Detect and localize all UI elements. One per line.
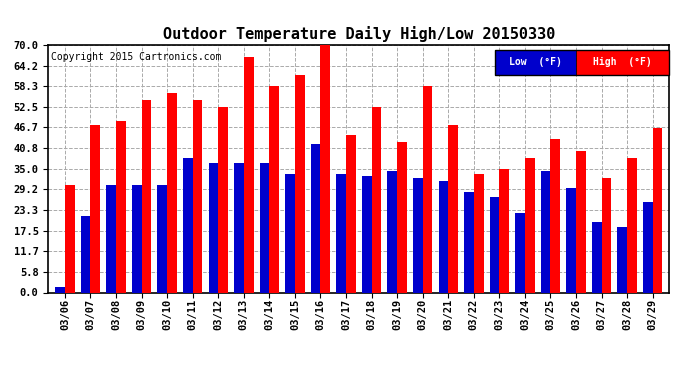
- Bar: [362, 176, 372, 292]
- Bar: [627, 158, 637, 292]
- Bar: [285, 174, 295, 292]
- Bar: [474, 174, 484, 292]
- Bar: [397, 142, 407, 292]
- Bar: [643, 202, 653, 292]
- Text: Copyright 2015 Cartronics.com: Copyright 2015 Cartronics.com: [51, 53, 221, 62]
- Bar: [448, 124, 458, 292]
- Bar: [116, 121, 126, 292]
- Bar: [551, 139, 560, 292]
- Bar: [295, 75, 304, 292]
- FancyBboxPatch shape: [495, 50, 576, 75]
- Bar: [167, 93, 177, 292]
- Bar: [618, 227, 627, 292]
- Bar: [193, 100, 202, 292]
- Bar: [81, 216, 90, 292]
- FancyBboxPatch shape: [576, 50, 669, 75]
- Bar: [372, 107, 382, 292]
- Bar: [141, 100, 151, 292]
- Bar: [423, 86, 433, 292]
- Bar: [566, 188, 576, 292]
- Bar: [259, 164, 269, 292]
- Bar: [515, 213, 525, 292]
- Bar: [541, 171, 551, 292]
- Bar: [387, 171, 397, 292]
- Bar: [525, 158, 535, 292]
- Title: Outdoor Temperature Daily High/Low 20150330: Outdoor Temperature Daily High/Low 20150…: [163, 27, 555, 42]
- Bar: [500, 169, 509, 292]
- Bar: [653, 128, 662, 292]
- Bar: [157, 184, 167, 292]
- Bar: [439, 181, 449, 292]
- Bar: [269, 86, 279, 292]
- Bar: [244, 57, 253, 292]
- Bar: [65, 184, 75, 292]
- Bar: [218, 107, 228, 292]
- Bar: [132, 184, 141, 292]
- Bar: [576, 151, 586, 292]
- Bar: [90, 124, 100, 292]
- Bar: [234, 164, 244, 292]
- Bar: [320, 43, 331, 292]
- Bar: [208, 164, 218, 292]
- Bar: [413, 178, 423, 292]
- Text: Low  (°F): Low (°F): [509, 57, 562, 68]
- Bar: [464, 192, 474, 292]
- Bar: [55, 287, 65, 292]
- Bar: [592, 222, 602, 292]
- Bar: [346, 135, 356, 292]
- Bar: [336, 174, 346, 292]
- Bar: [602, 178, 611, 292]
- Bar: [183, 158, 193, 292]
- Bar: [310, 144, 320, 292]
- Text: High  (°F): High (°F): [593, 57, 652, 68]
- Bar: [490, 197, 500, 292]
- Bar: [106, 184, 116, 292]
